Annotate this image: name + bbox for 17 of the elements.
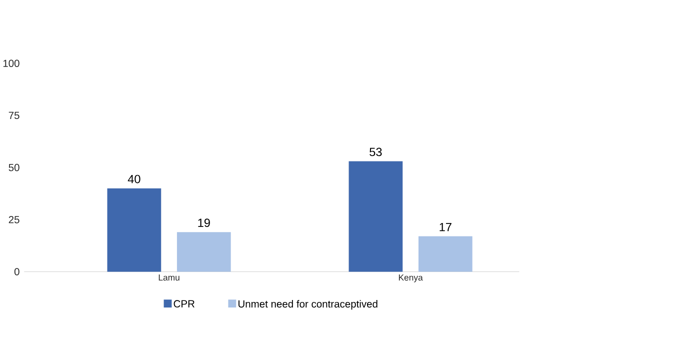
bar <box>418 236 472 272</box>
bar <box>176 232 231 272</box>
y-tick-label: 50 <box>8 164 20 172</box>
y-tick-label: 0 <box>14 268 20 276</box>
data-label: 17 <box>440 223 452 232</box>
data-label: 19 <box>198 218 210 228</box>
y-tick-label: 100 <box>3 60 20 68</box>
y-tick-label: 25 <box>8 216 20 224</box>
legend-label: Unmet need for contraceptived <box>238 300 378 310</box>
x-tick-label: Kenya <box>398 274 423 282</box>
y-tick-label: 75 <box>8 112 20 120</box>
data-label: 53 <box>370 148 382 156</box>
bar <box>348 161 403 272</box>
x-tick-label: Lamu <box>158 274 180 281</box>
legend-label: CPR <box>174 300 194 308</box>
bar <box>107 188 162 272</box>
data-label: 40 <box>128 175 140 184</box>
